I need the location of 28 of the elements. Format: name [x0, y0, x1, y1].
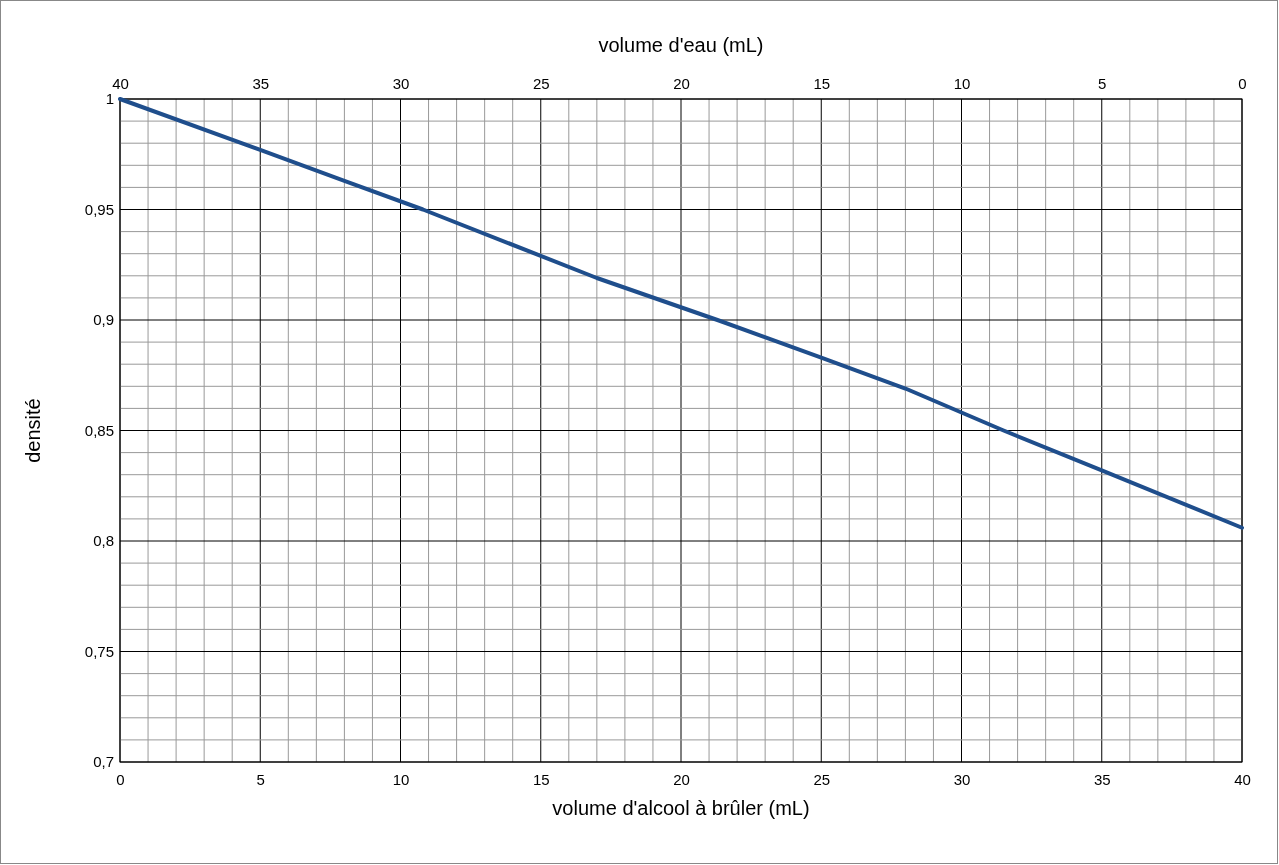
x2-tick-label: 15: [813, 75, 831, 92]
x-tick-label: 15: [532, 770, 550, 788]
x2-tick-label: 35: [252, 75, 270, 92]
y-tick-label: 0,7: [93, 753, 114, 771]
x2-axis-title: volume d'eau (mL): [598, 34, 764, 56]
x-tick-label: 25: [813, 770, 831, 788]
x-tick-label: 20: [673, 770, 690, 788]
x-tick-label: 40: [1234, 770, 1251, 788]
y-tick-label: 0,95: [84, 200, 114, 218]
x-tick-label: 35: [1093, 770, 1111, 788]
x2-tick-label: 30: [392, 75, 410, 92]
x2-tick-label: 25: [532, 75, 550, 92]
y-axis-title: densité: [22, 398, 44, 463]
x-axis-title: volume d'alcool à brûler (mL): [552, 797, 810, 819]
y-tick-label: 1: [105, 90, 114, 108]
x2-tick-label: 0: [1238, 75, 1247, 92]
y-tick-label: 0,85: [84, 421, 114, 439]
x-tick-label: 0: [116, 770, 125, 788]
x2-tick-label: 20: [673, 75, 690, 92]
x-tick-label: 10: [392, 770, 410, 788]
x2-tick-label: 5: [1098, 75, 1107, 92]
x-tick-label: 5: [256, 770, 265, 788]
y-tick-label: 0,8: [93, 532, 114, 550]
x-tick-label: 30: [953, 770, 971, 788]
x2-tick-label: 10: [953, 75, 971, 92]
y-tick-label: 0,9: [93, 311, 114, 329]
x2-tick-label: 40: [112, 75, 129, 92]
y-tick-label: 0,75: [84, 642, 114, 660]
